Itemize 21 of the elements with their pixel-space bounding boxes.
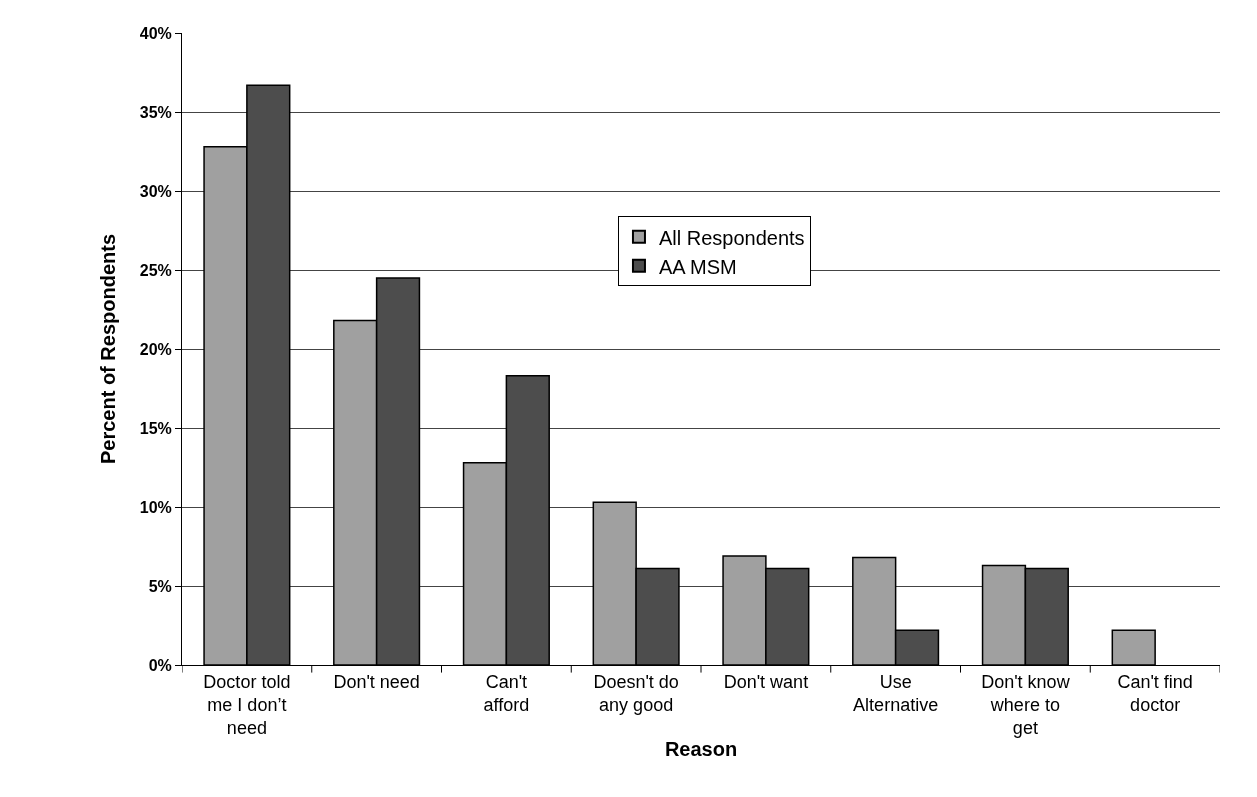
legend-label: All Respondents — [658, 226, 805, 249]
x-tick-label: Can't afford — [483, 671, 530, 715]
x-tick-label: Doctor told me I don’t need — [203, 671, 291, 739]
y-tick-label: 10% — [139, 498, 172, 516]
y-tick-label: 25% — [139, 261, 172, 279]
legend-label: AA MSM — [658, 255, 737, 278]
x-tick-label: Don't need — [333, 671, 420, 692]
y-tick-label: 40% — [139, 24, 172, 42]
x-tick-label: Don't want — [723, 671, 809, 692]
y-tick-label: 30% — [139, 182, 172, 200]
x-axis-title: Reason — [664, 737, 738, 760]
x-tick-label: Doesn't do any good — [593, 671, 679, 715]
x-tick-label: Don't know where to get — [981, 671, 1071, 739]
y-tick-label: 20% — [139, 340, 172, 358]
y-tick-label: 0% — [148, 656, 172, 674]
x-tick-label: Use Alternative — [853, 671, 939, 715]
x-tick-label: Can't find doctor — [1117, 671, 1193, 715]
y-axis-title: Percent of Respondents — [97, 233, 120, 465]
y-tick-label: 35% — [139, 103, 172, 121]
y-tick-label: 5% — [148, 577, 172, 595]
y-tick-label: 15% — [139, 419, 172, 437]
